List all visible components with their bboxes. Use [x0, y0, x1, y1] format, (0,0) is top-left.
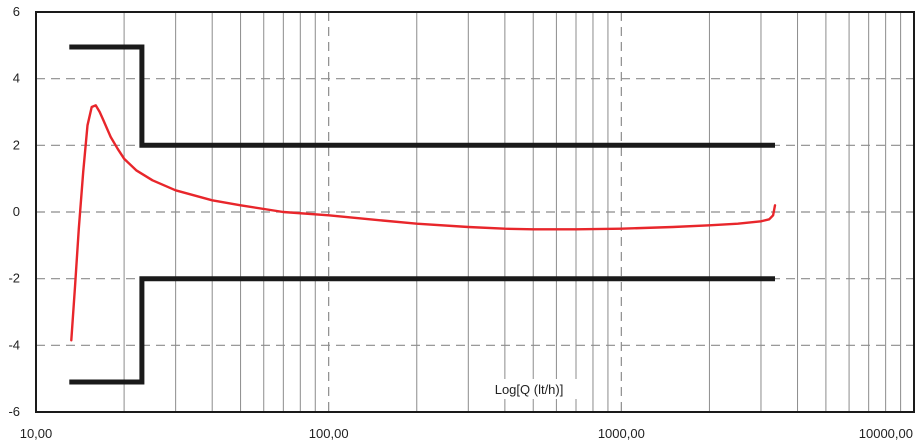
y-tick-label: -4 — [8, 337, 20, 352]
x-tick-label: 10000,00 — [859, 426, 913, 441]
x-tick-label: 100,00 — [309, 426, 349, 441]
lower-limit-line — [69, 276, 775, 385]
tolerance-limits — [69, 44, 775, 385]
series-line — [70, 104, 777, 342]
major-gridlines — [36, 12, 914, 412]
plot-border — [35, 11, 915, 413]
y-tick-labels: 6 4 2 0 -2 -4 -6 — [8, 4, 20, 419]
y-tick-label: 6 — [13, 4, 20, 19]
x-axis-label-background — [481, 379, 578, 399]
x-tick-label: 1000,00 — [598, 426, 645, 441]
y-tick-label: -6 — [8, 404, 20, 419]
x-tick-labels: 10,00 100,00 1000,00 10000,00 — [20, 426, 913, 441]
y-tick-label: 4 — [13, 71, 20, 86]
x-tick-label: 10,00 — [20, 426, 53, 441]
y-tick-label: -2 — [8, 271, 20, 286]
series-group — [70, 104, 777, 342]
y-tick-label: 0 — [13, 204, 20, 219]
upper-limit-line — [69, 44, 775, 148]
x-axis-label: Log[Q (lt/h)] — [495, 382, 564, 397]
minor-gridlines — [123, 12, 902, 412]
plot-frame — [35, 11, 915, 413]
y-tick-label: 2 — [13, 137, 20, 152]
